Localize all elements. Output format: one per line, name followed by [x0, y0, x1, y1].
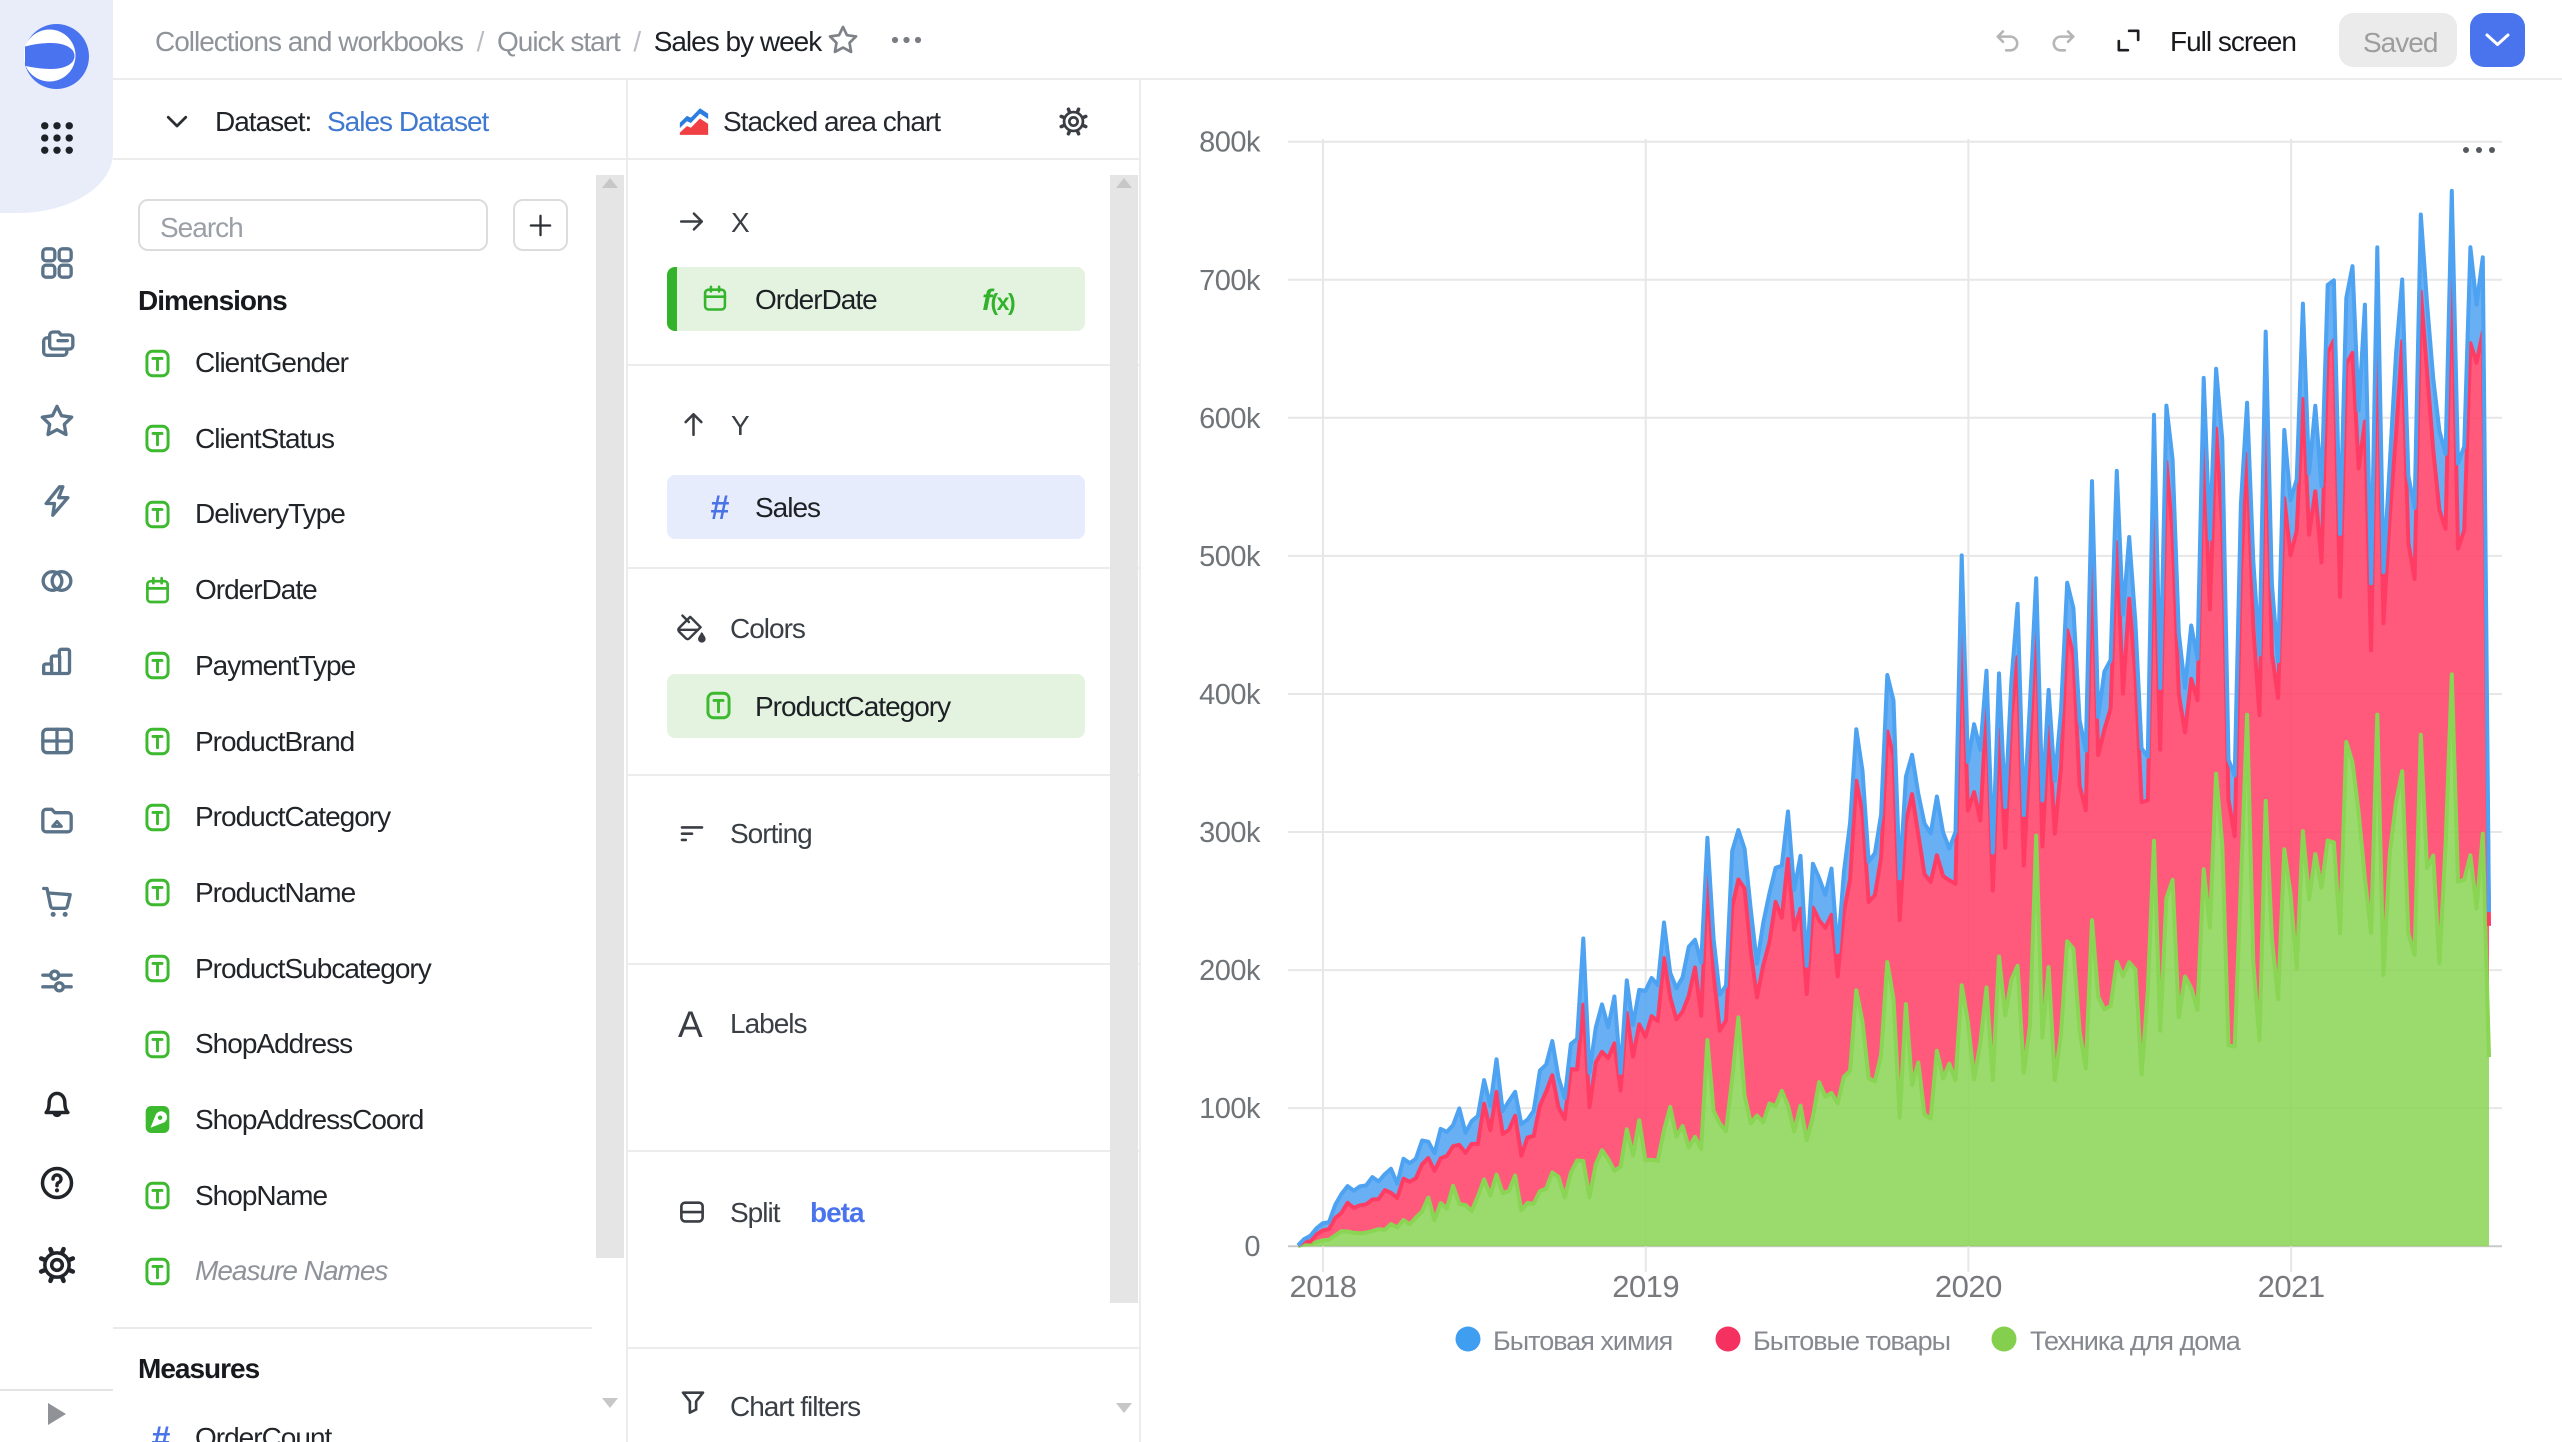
- svg-text:500k: 500k: [1199, 541, 1261, 573]
- svg-text:Бытовые товары: Бытовые товары: [1753, 1326, 1950, 1356]
- svg-text:300k: 300k: [1199, 817, 1261, 849]
- svg-text:2021: 2021: [2258, 1269, 2325, 1304]
- svg-text:600k: 600k: [1199, 403, 1261, 435]
- svg-text:Техника для дома: Техника для дома: [2030, 1326, 2242, 1356]
- svg-text:800k: 800k: [1199, 127, 1261, 159]
- svg-text:2018: 2018: [1290, 1269, 1357, 1304]
- svg-text:Бытовая химия: Бытовая химия: [1493, 1326, 1672, 1356]
- svg-text:0: 0: [1244, 1231, 1260, 1263]
- svg-text:200k: 200k: [1199, 955, 1261, 987]
- svg-text:400k: 400k: [1199, 679, 1261, 711]
- svg-text:2020: 2020: [1935, 1269, 2002, 1304]
- svg-text:100k: 100k: [1199, 1093, 1261, 1125]
- svg-text:700k: 700k: [1199, 265, 1261, 297]
- svg-text:2019: 2019: [1612, 1269, 1679, 1304]
